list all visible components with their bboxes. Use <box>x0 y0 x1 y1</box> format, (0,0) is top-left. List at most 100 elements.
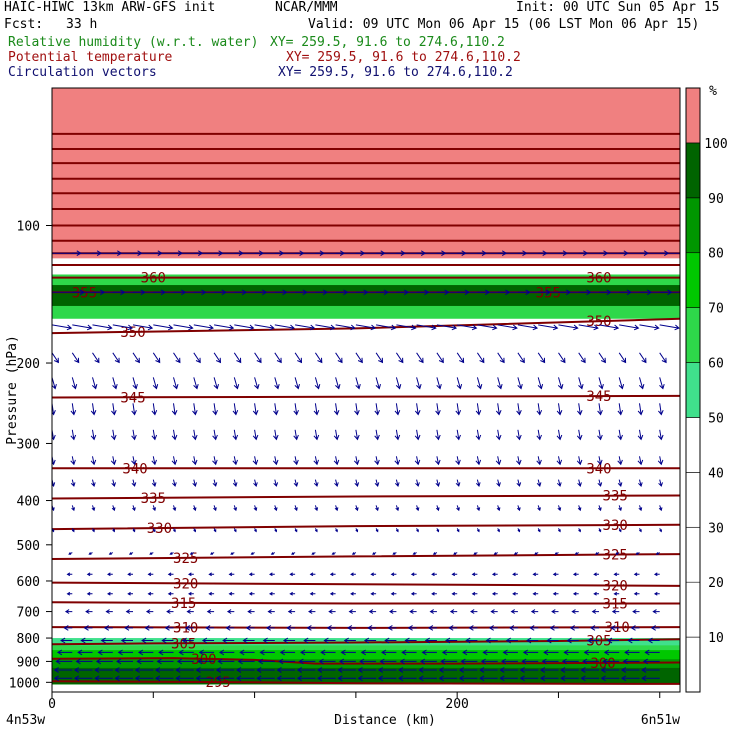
circulation-vector <box>421 649 437 656</box>
circulation-vector <box>71 505 75 512</box>
circulation-vector <box>77 649 93 656</box>
circulation-vector <box>70 479 76 487</box>
circulation-vector <box>71 528 75 533</box>
circulation-vector <box>214 324 235 331</box>
circulation-vector <box>309 572 316 577</box>
colorbar-tick-label: 100 <box>704 137 727 152</box>
circulation-vector <box>375 505 379 512</box>
circulation-vector <box>313 456 319 466</box>
circulation-vector <box>537 352 546 364</box>
circulation-vector <box>610 625 620 631</box>
circulation-vector <box>597 403 603 416</box>
circulation-vector <box>392 552 397 555</box>
circulation-vector <box>479 667 498 673</box>
circulation-vector <box>541 658 559 665</box>
circulation-vector <box>456 528 460 533</box>
circulation-vector <box>334 505 339 512</box>
circulation-vector <box>286 625 296 631</box>
circulation-vector <box>412 552 417 555</box>
theta-label-340: 340 <box>586 461 611 477</box>
theta-label-315: 315 <box>603 596 628 612</box>
circulation-vector <box>355 377 361 390</box>
circulation-vector <box>173 352 181 364</box>
circulation-vector <box>453 552 458 555</box>
circulation-vector <box>537 505 541 512</box>
theta-label-300: 300 <box>590 656 615 672</box>
circulation-vector <box>598 377 604 390</box>
circulation-vector <box>497 352 505 364</box>
circulation-vector <box>495 456 502 466</box>
circulation-vector <box>519 675 539 682</box>
circulation-vector <box>158 649 174 656</box>
right-endpoint-label: 6n51w <box>641 713 680 728</box>
colorbar-tick-label: 20 <box>708 576 724 591</box>
y-tick-label: 900 <box>17 655 40 670</box>
circulation-vector <box>367 625 377 631</box>
circulation-vector <box>488 625 498 631</box>
circulation-vector <box>145 609 154 614</box>
circulation-vector <box>418 667 437 673</box>
circulation-vector <box>390 572 397 577</box>
circulation-vector <box>404 637 417 644</box>
circulation-vector <box>435 456 441 466</box>
circulation-vector <box>293 456 299 466</box>
field-vectors-name: Circulation vectors <box>8 65 157 80</box>
circulation-vector <box>128 552 134 555</box>
circulation-vector <box>424 637 437 644</box>
humidity-fill-layer <box>52 88 680 685</box>
theta-label-295: 295 <box>205 675 230 691</box>
circulation-vector <box>438 667 458 673</box>
circulation-vector <box>197 658 215 665</box>
circulation-vector <box>593 591 599 596</box>
circulation-vector <box>346 625 356 631</box>
circulation-vector <box>455 429 461 441</box>
circulation-vector <box>189 552 195 555</box>
circulation-vector <box>215 675 235 682</box>
circulation-vector <box>577 505 582 512</box>
circulation-vector <box>116 658 133 665</box>
circulation-vector <box>70 403 77 416</box>
circulation-vector <box>172 377 179 390</box>
circulation-vector <box>543 649 559 656</box>
field-vectors-xy: XY= 259.5, 91.6 to 274.6,110.2 <box>278 65 513 80</box>
circulation-vector <box>276 667 296 673</box>
colorbar-swatch <box>685 142 701 199</box>
circulation-vector <box>131 403 137 416</box>
circulation-vector <box>633 572 640 577</box>
circulation-vector <box>294 505 298 512</box>
circulation-vector <box>252 429 259 441</box>
circulation-vector <box>355 324 377 331</box>
plot-frame <box>51 87 681 693</box>
circulation-vector <box>395 505 400 512</box>
circulation-vector <box>491 572 498 577</box>
circulation-vector <box>578 377 584 390</box>
circulation-vector <box>590 625 599 631</box>
circulation-vector <box>598 528 602 533</box>
circulation-vector <box>360 649 377 656</box>
circulation-vector <box>560 675 579 682</box>
theta-contour-320 <box>52 581 680 587</box>
circulation-vector <box>171 429 178 441</box>
circulation-vector <box>376 324 397 331</box>
circulation-vector <box>333 456 340 466</box>
circulation-vector <box>167 591 174 596</box>
circulation-vector <box>191 456 198 466</box>
circulation-vector <box>482 649 498 656</box>
colorbar-tick-label: 70 <box>708 302 724 317</box>
circulation-vector <box>328 609 336 614</box>
circulation-vector <box>354 479 360 487</box>
circulation-vector <box>247 609 255 614</box>
circulation-vector <box>440 658 458 665</box>
circulation-vector <box>215 667 235 673</box>
circulation-vector <box>558 324 579 331</box>
circulation-vector <box>480 658 498 665</box>
circulation-vector <box>233 377 240 390</box>
circulation-vector <box>556 456 563 466</box>
circulation-vector <box>254 528 257 533</box>
circulation-vector <box>53 667 73 673</box>
theta-label-345: 345 <box>120 390 145 406</box>
circulation-vector <box>410 591 417 596</box>
circulation-vector <box>414 456 421 466</box>
circulation-vector <box>355 528 359 533</box>
